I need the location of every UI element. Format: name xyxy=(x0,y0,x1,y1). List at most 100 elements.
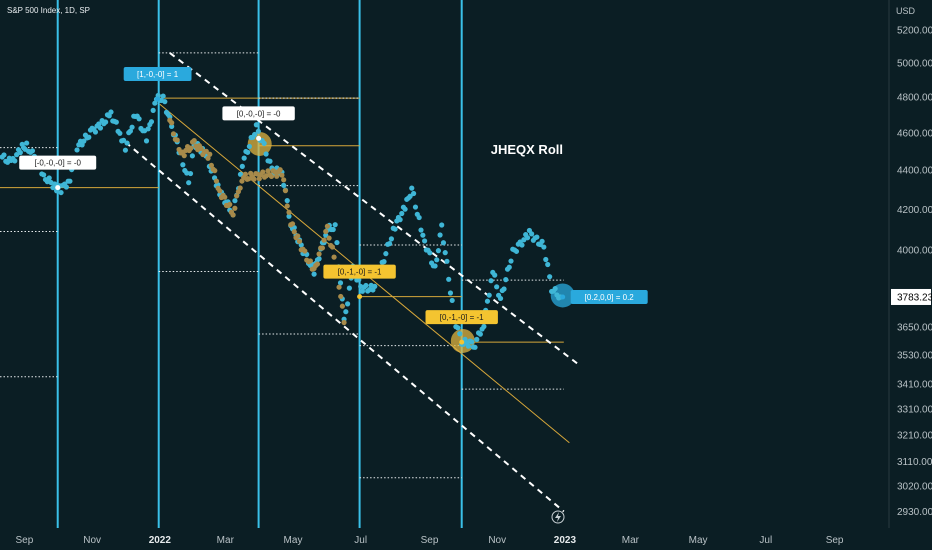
price-point xyxy=(174,137,180,143)
price-point xyxy=(407,193,413,199)
price-point xyxy=(213,178,220,184)
price-point xyxy=(24,140,30,146)
price-point xyxy=(237,171,244,177)
price-point xyxy=(339,303,345,309)
price-point xyxy=(143,138,150,144)
price-point xyxy=(477,331,483,337)
x-tick-label: 2023 xyxy=(554,535,577,546)
price-point xyxy=(41,172,47,178)
price-point xyxy=(63,184,69,190)
dashed-channel-line-2[interactable] xyxy=(124,141,565,513)
annotation-label-0[interactable]: [-0,-0,-0] = -0 xyxy=(19,155,97,191)
chart-watermark: JHEQX Roll xyxy=(491,142,563,157)
price-point xyxy=(97,125,104,131)
x-tick-label: Mar xyxy=(622,535,640,546)
price-point xyxy=(457,331,463,337)
price-point xyxy=(418,227,424,233)
annotation-label-1[interactable]: [1,-0,-0] = 1 xyxy=(123,66,192,102)
y-tick-label: 3650.00 xyxy=(897,323,932,334)
price-point xyxy=(205,155,211,161)
price-point xyxy=(46,175,52,181)
price-point xyxy=(412,204,419,210)
time-axis-panel[interactable] xyxy=(0,528,889,550)
annotation-label-4[interactable]: [0,-1,-0] = -1 xyxy=(425,310,498,345)
price-point xyxy=(524,235,531,241)
price-point xyxy=(444,258,450,264)
bolt-icon[interactable] xyxy=(551,510,565,524)
price-point xyxy=(439,222,445,228)
price-point xyxy=(191,138,197,144)
y-tick-label: 4200.00 xyxy=(897,205,932,216)
annotation-text: [0,-1,-0] = -1 xyxy=(338,268,382,277)
price-point xyxy=(372,283,378,289)
price-point xyxy=(494,284,500,290)
dashed-channel-line-1[interactable] xyxy=(169,52,582,367)
x-tick-label: Mar xyxy=(217,535,235,546)
price-point xyxy=(207,151,213,157)
annotation-labels-layer[interactable]: [-0,-0,-0] = -0 [1,-0,-0] = 1 [0,-0,-0] = … xyxy=(19,66,648,345)
price-point xyxy=(539,238,545,244)
price-point xyxy=(547,274,553,280)
price-point xyxy=(279,172,285,178)
annotation-label-5[interactable]: [0.2,0,0] = 0.2 xyxy=(560,290,648,305)
price-point xyxy=(169,123,175,130)
price-point xyxy=(427,250,433,256)
price-point xyxy=(534,234,540,240)
y-tick-label: 4000.00 xyxy=(897,246,932,257)
price-point xyxy=(284,203,290,209)
price-point xyxy=(411,190,417,197)
price-point xyxy=(337,280,344,286)
price-point xyxy=(265,168,271,174)
vertical-lines-layer xyxy=(56,0,463,528)
x-tick-label: Sep xyxy=(826,535,844,546)
x-tick-label: Sep xyxy=(16,535,34,546)
price-point xyxy=(237,185,243,191)
price-point xyxy=(326,235,332,241)
price-point xyxy=(488,278,494,284)
price-point xyxy=(212,168,218,174)
price-point xyxy=(52,181,58,187)
price-point xyxy=(501,286,507,292)
price-point xyxy=(255,128,261,134)
price-axis-panel[interactable] xyxy=(889,0,932,550)
price-point xyxy=(474,336,480,343)
price-point xyxy=(150,107,156,113)
y-tick-label: 3210.00 xyxy=(897,430,932,441)
price-point xyxy=(497,295,504,302)
y-tick-label: 2930.00 xyxy=(897,507,932,518)
price-point xyxy=(508,258,514,264)
price-point xyxy=(117,130,123,136)
annotation-label-2[interactable]: [0,-0,-0] = -0 xyxy=(222,106,295,141)
price-point xyxy=(246,143,253,150)
price-point xyxy=(267,158,273,164)
price-point xyxy=(492,272,498,278)
price-point xyxy=(58,189,64,196)
price-point xyxy=(129,124,135,130)
price-point xyxy=(152,100,158,106)
price-point xyxy=(392,226,398,232)
price-point xyxy=(449,297,455,304)
price-point xyxy=(230,212,236,218)
x-tick-label: Jul xyxy=(354,535,367,546)
price-point xyxy=(136,116,142,122)
price-point xyxy=(281,182,287,188)
price-point xyxy=(124,140,130,146)
price-point xyxy=(217,188,223,194)
price-point xyxy=(469,339,475,345)
price-point xyxy=(145,126,151,132)
price-point xyxy=(386,241,393,247)
price-point xyxy=(12,158,18,164)
annotation-label-3[interactable]: [0,-1,-0] = -1 xyxy=(323,264,396,300)
price-point xyxy=(311,271,317,277)
price-point xyxy=(316,256,322,262)
price-axis: 5200.00 5000.00 4800.00 4600.00 4400.00 4200.… xyxy=(891,26,932,518)
annotation-text: [0.2,0,0] = 0.2 xyxy=(585,293,635,302)
price-point xyxy=(232,205,238,211)
price-point xyxy=(289,221,296,227)
price-point xyxy=(162,99,168,105)
price-point xyxy=(1,152,7,158)
price-point xyxy=(381,259,387,265)
price-point xyxy=(465,343,471,349)
